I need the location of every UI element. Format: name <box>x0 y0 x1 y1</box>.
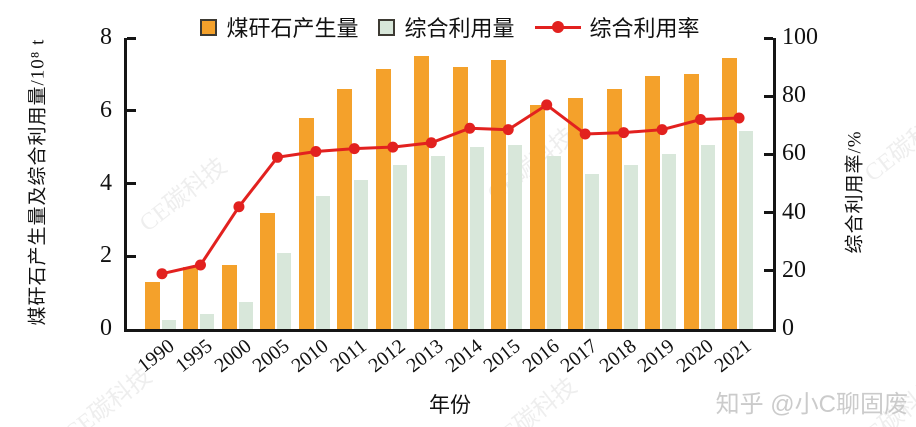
rate-point-1995 <box>194 259 206 271</box>
bar-utilization-2016 <box>546 156 561 329</box>
legend-item-utilization: 综合利用量 <box>378 11 515 43</box>
bar-group-1995 <box>183 267 215 329</box>
bar-utilization-2013 <box>431 156 446 329</box>
bar-production-2018 <box>606 88 622 329</box>
green-square-icon <box>378 18 396 36</box>
right-axis-tick-labels: 0 20 40 60 80 100 <box>779 24 869 341</box>
rate-point-2021 <box>733 112 745 124</box>
right-tick-label-60: 60 <box>782 140 806 167</box>
right-tick-40 <box>764 211 773 215</box>
rate-point-2015 <box>502 124 514 136</box>
legend-label-rate: 综合利用率 <box>589 16 700 41</box>
bar-production-2016 <box>529 105 545 329</box>
rate-point-2014 <box>464 122 476 134</box>
right-tick-60 <box>764 152 773 156</box>
legend-label-utilization: 综合利用量 <box>404 16 515 41</box>
bar-utilization-1990 <box>162 319 176 329</box>
rate-point-2011 <box>348 143 360 155</box>
bar-utilization-2019 <box>662 154 677 329</box>
bar-group-2019 <box>645 76 677 329</box>
bar-production-1990 <box>145 281 160 329</box>
left-tick-2 <box>127 254 136 258</box>
left-tick-label-8: 8 <box>100 23 112 50</box>
bar-production-2005 <box>260 212 276 329</box>
rate-point-2018 <box>618 127 630 139</box>
left-tick-6 <box>127 109 136 113</box>
right-tick-label-0: 0 <box>782 314 794 341</box>
bar-utilization-2015 <box>508 145 523 329</box>
plot-area <box>124 36 776 332</box>
legend-item-production: 煤矸石产生量 <box>200 11 358 43</box>
bar-production-2013 <box>414 56 430 329</box>
left-tick-4 <box>127 182 136 185</box>
rate-point-1990 <box>156 268 168 280</box>
bar-production-2000 <box>221 265 237 329</box>
bar-utilization-2018 <box>623 165 638 329</box>
x-axis-title: 年份 <box>429 393 471 417</box>
bar-group-2017 <box>568 98 600 329</box>
plot-inner <box>127 38 773 329</box>
bar-group-2020 <box>683 74 715 329</box>
orange-square-icon <box>200 18 218 36</box>
legend-label-production: 煤矸石产生量 <box>226 16 359 41</box>
bar-utilization-2020 <box>700 145 715 329</box>
right-tick-label-20: 20 <box>782 256 806 283</box>
bar-utilization-2021 <box>739 130 754 329</box>
bar-utilization-2005 <box>277 252 292 329</box>
right-tick-label-100: 100 <box>782 23 818 50</box>
right-tick-label-80: 80 <box>782 82 806 109</box>
bar-utilization-2014 <box>469 147 484 329</box>
rate-point-2019 <box>656 124 668 136</box>
bar-group-2015 <box>491 59 523 329</box>
rate-point-2012 <box>387 141 399 153</box>
bar-utilization-2017 <box>585 174 600 329</box>
right-tick-label-40: 40 <box>782 198 806 225</box>
bar-group-2021 <box>722 58 754 329</box>
right-tick-80 <box>764 94 773 98</box>
chart-legend: 煤矸石产生量 综合利用量 综合利用率 <box>127 12 773 42</box>
bar-group-2005 <box>260 212 292 329</box>
credit-watermark: 知乎 @小C聊固废 <box>715 391 908 418</box>
bar-utilization-1995 <box>200 314 215 329</box>
rate-point-2017 <box>579 128 591 140</box>
bar-group-2013 <box>414 56 446 329</box>
left-tick-label-0: 0 <box>100 314 112 341</box>
bar-production-2012 <box>375 68 391 329</box>
bar-group-2010 <box>298 118 330 329</box>
legend-item-rate: 综合利用率 <box>534 11 700 43</box>
rate-point-2005 <box>271 151 283 163</box>
rate-point-2013 <box>425 137 437 149</box>
right-tick-100 <box>764 36 773 40</box>
bar-utilization-2011 <box>354 179 369 329</box>
bar-utilization-2010 <box>315 196 330 329</box>
bar-utilization-2000 <box>238 301 253 329</box>
left-tick-8 <box>127 36 136 40</box>
bar-production-1995 <box>183 267 199 329</box>
bar-production-2021 <box>722 58 738 329</box>
bar-group-2000 <box>221 265 253 329</box>
bar-production-2019 <box>645 76 661 329</box>
rate-point-2020 <box>695 113 707 125</box>
bar-production-2020 <box>683 74 699 329</box>
bar-group-2018 <box>606 88 638 329</box>
bar-group-2016 <box>529 105 561 329</box>
left-axis-tick-labels: 0 2 4 6 8 <box>0 24 118 341</box>
bar-group-2012 <box>375 68 407 329</box>
bar-utilization-2012 <box>392 165 407 329</box>
left-tick-label-6: 6 <box>100 96 112 123</box>
red-line-marker-icon <box>534 21 581 33</box>
left-tick-label-2: 2 <box>100 242 112 269</box>
bar-production-2017 <box>568 98 584 329</box>
bar-group-1990 <box>145 281 176 329</box>
bar-production-2010 <box>298 118 314 329</box>
rate-point-2010 <box>310 145 322 157</box>
utilization-rate-line <box>156 99 745 280</box>
left-tick-label-4: 4 <box>100 169 112 196</box>
bar-production-2015 <box>491 59 507 329</box>
right-tick-20 <box>764 269 773 273</box>
rate-point-2000 <box>233 201 245 213</box>
rate-point-2016 <box>541 99 553 111</box>
